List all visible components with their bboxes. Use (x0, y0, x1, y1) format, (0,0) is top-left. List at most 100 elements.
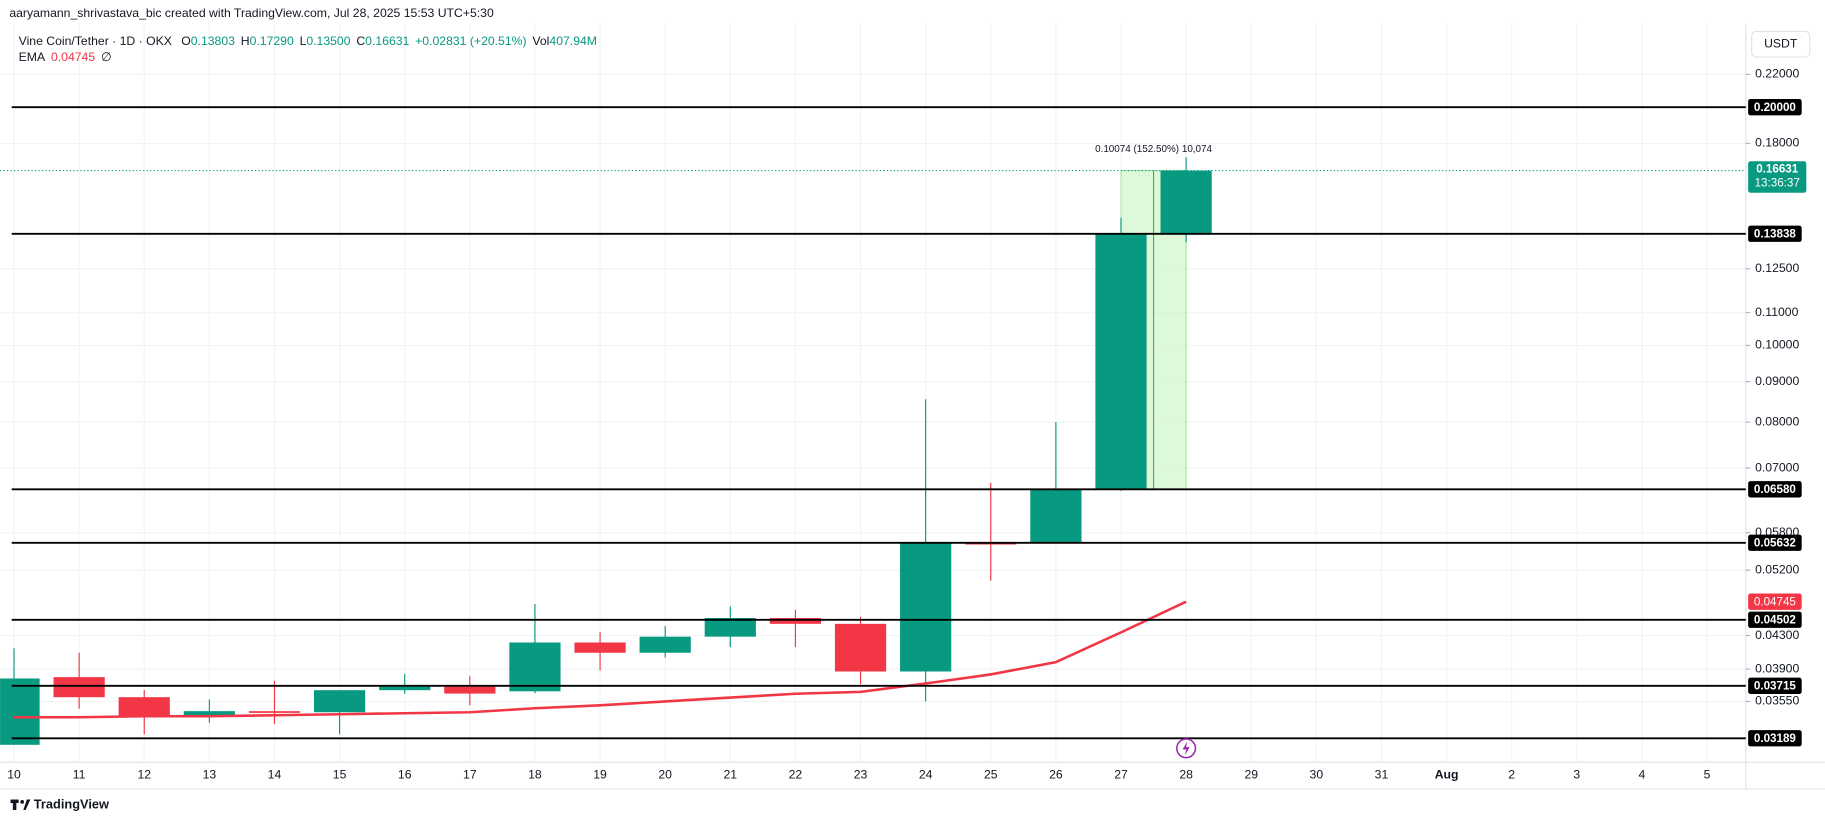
candle-body (900, 542, 952, 672)
candle-body (769, 618, 822, 624)
y-tick-label: 0.12500 (1755, 261, 1799, 275)
x-tick-label: 18 (528, 767, 542, 781)
measure-label: 0.10074 (152.50%) 10,074 (1095, 144, 1212, 155)
x-tick-label: 26 (1049, 767, 1063, 781)
level-tag (1748, 225, 1802, 242)
y-tick-label: 0.18000 (1755, 136, 1799, 150)
y-tick-label: 0.09000 (1755, 374, 1799, 388)
legend-row: EMA 0.04745 ∅ (19, 50, 112, 64)
candle-body (313, 690, 366, 713)
legend-value: 0.17290 (250, 34, 294, 48)
countdown: 13:36:37 (1755, 176, 1800, 189)
level-tag-label: 0.13838 (1754, 227, 1797, 240)
y-tick-label: 0.22000 (1755, 67, 1799, 81)
x-tick-label: 16 (398, 767, 412, 781)
legend-ema-name: EMA (19, 50, 46, 64)
candle-body (183, 711, 235, 716)
legend-ema-source: ∅ (101, 50, 112, 64)
candle-body (509, 642, 561, 692)
y-tick-label: 0.05200 (1755, 562, 1799, 576)
candle-body (1030, 489, 1082, 544)
x-tick-label: 3 (1573, 767, 1580, 781)
candle-body (0, 678, 40, 745)
x-tick-label: Aug (1435, 767, 1459, 781)
legend-symbol: Vine Coin/Tether · 1D · OKX (19, 34, 172, 48)
ema-tag-label: 0.04745 (1754, 595, 1796, 608)
candle-body (379, 686, 431, 691)
y-tick-label: 0.03900 (1755, 661, 1799, 675)
last-price-label: 0.16631 (1756, 163, 1799, 176)
candle-body (444, 686, 496, 694)
x-tick-label: 14 (268, 767, 282, 781)
level-tag-label: 0.05632 (1754, 536, 1796, 549)
x-tick-label: 21 (724, 767, 738, 781)
x-tick-label: 22 (789, 767, 803, 781)
x-tick-label: 11 (73, 767, 86, 781)
legend-ema-value: 0.04745 (51, 50, 95, 64)
level-tag (1748, 730, 1802, 747)
candle-body (1095, 233, 1147, 490)
level-tag (1748, 99, 1802, 116)
legend-value: 0.13500 (306, 34, 350, 48)
x-tick-label: 12 (137, 767, 151, 781)
x-tick-label: 25 (984, 767, 998, 781)
level-tag-label: 0.20000 (1754, 101, 1796, 114)
candle-body (574, 642, 626, 653)
candle-body (118, 697, 170, 716)
brand: TradingView (34, 797, 109, 812)
currency-button[interactable] (1751, 30, 1811, 58)
level-tag (1748, 611, 1802, 628)
currency[interactable]: USDT (1764, 36, 1798, 50)
y-tick-label: 0.03550 (1755, 694, 1799, 708)
candle-body (704, 618, 756, 637)
candle-body (53, 677, 105, 698)
y-tick-label: 0.08000 (1755, 414, 1799, 428)
x-tick-label: 17 (463, 767, 477, 781)
x-tick-label: 13 (203, 767, 217, 781)
x-tick-label: 10 (7, 767, 21, 781)
legend-key: L (300, 34, 307, 48)
y-tick-label: 0.11000 (1755, 305, 1798, 319)
event-icon (1182, 741, 1190, 756)
x-tick-label: 27 (1114, 767, 1128, 781)
candle-body (1160, 170, 1212, 235)
legend-value: 0.13803 (191, 34, 235, 48)
x-tick-label: 2 (1508, 767, 1515, 781)
legend-key: H (241, 34, 250, 48)
legend-key: C (356, 34, 365, 48)
ema-line (14, 600, 1187, 719)
x-tick-label: 23 (854, 767, 868, 781)
candle-body (248, 711, 301, 713)
plot-area (0, 157, 1212, 745)
x-tick-label: 31 (1375, 767, 1389, 781)
last-price-tag (1748, 161, 1807, 193)
candle-body (639, 636, 691, 653)
y-tick-label: 0.10000 (1755, 338, 1799, 352)
x-tick-label: 5 (1704, 767, 1711, 781)
x-tick-label: 4 (1639, 767, 1646, 781)
x-tick-label: 29 (1244, 767, 1258, 781)
legend-key: O (181, 34, 191, 48)
x-tick-label: 20 (658, 767, 672, 781)
tv-logo (10, 799, 31, 811)
ema-tag (1748, 593, 1802, 610)
level-tag-label: 0.03715 (1754, 679, 1797, 692)
level-tag-label: 0.04502 (1754, 613, 1796, 626)
legend-row: Vine Coin/Tether · 1D · OKX O0.13803 H0.17… (19, 34, 597, 48)
x-tick-label: 19 (593, 767, 607, 781)
level-tag (1748, 534, 1802, 551)
credit: aaryamann_shrivastava_bic created with T… (9, 6, 494, 20)
y-tick-label: 0.04300 (1755, 628, 1799, 642)
legend-value: 407.94M (549, 34, 597, 48)
legend-value: 0.16631 (365, 34, 409, 48)
x-tick-label: 15 (333, 767, 347, 781)
x-tick-label: 28 (1179, 767, 1193, 781)
x-tick-label: 24 (919, 767, 933, 781)
x-tick-label: 30 (1310, 767, 1324, 781)
legend-change: +0.02831 (+20.51%) (415, 34, 526, 48)
level-tag (1748, 677, 1802, 694)
y-tick-label: 0.07000 (1755, 460, 1799, 474)
candle-body (834, 623, 887, 672)
